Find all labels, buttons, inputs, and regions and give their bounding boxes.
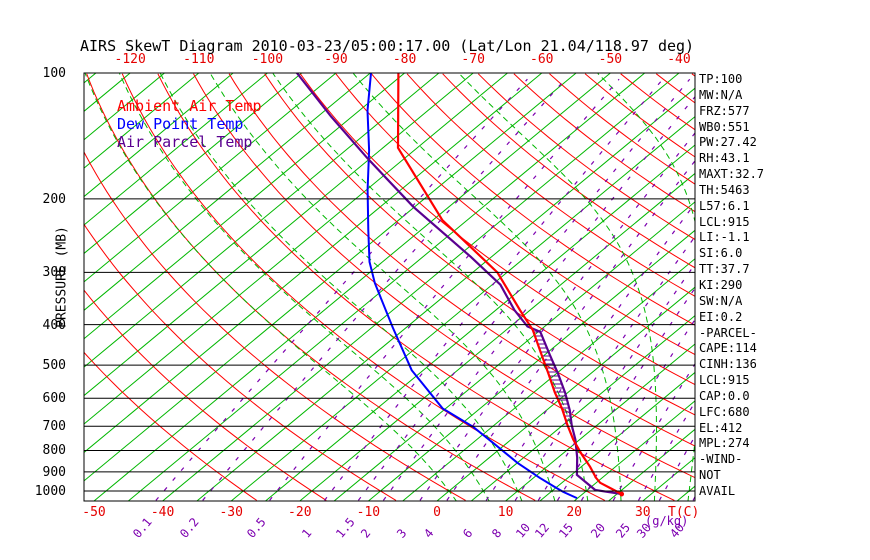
pressure-axis-label: PRESSURE (MB) [54,226,70,328]
stat-line: TT:37.7 [699,262,750,277]
stat-line: KI:290 [699,277,743,292]
stat-line: EI:0.2 [699,309,743,324]
pressure-tick: 400 [42,317,66,333]
pressure-tick: 300 [42,265,66,281]
bottom-temp-tick: -20 [288,505,312,520]
stat-line: FRZ:577 [699,103,750,118]
pressure-tick: 200 [42,191,66,207]
bottom-temp-tick: -50 [82,505,106,520]
top-temp-tick: -110 [183,52,215,67]
bottom-temp-tick: -10 [356,505,381,520]
stat-line: CAPE:114 [699,341,757,356]
bottom-temp-tick: -30 [219,505,243,520]
stat-line: WB0:551 [699,119,750,134]
legend-item: Air Parcel Temp [117,133,253,151]
plot-area [84,73,695,501]
temp-unit-label: T(C) [668,505,700,520]
stat-line: TH:5463 [699,182,750,197]
pressure-tick: 1000 [34,484,66,499]
top-temp-tick: -120 [114,52,146,67]
stat-line: LI:-1.1 [699,230,750,245]
stat-line: LCL:915 [699,214,750,229]
bottom-temp-tick: 20 [566,505,583,520]
stat-line: -PARCEL- [699,325,757,340]
stat-line: RH:43.1 [699,151,750,166]
stat-line: CINH:136 [699,357,757,372]
stats-panel: TP:100 MW:N/A FRZ:577 WB0:551 PW:27.42 RH:43.… [699,72,764,500]
pressure-tick: 600 [42,391,66,407]
stat-line: PW:27.42 [699,135,757,150]
bottom-temp-tick: -40 [150,505,175,520]
stat-line: SW:N/A [699,293,743,308]
pressure-tick: 700 [42,419,66,435]
pressure-tick: 800 [42,443,66,459]
stat-line: LFC:680 [699,404,750,419]
stat-line: MPL:274 [699,436,750,451]
top-temp-tick: -50 [598,52,623,67]
legend: Ambient Air Temp Dew Point Temp Air Parcel… [117,97,262,151]
pressure-tick: 100 [42,66,66,81]
stat-line: L57:6.1 [699,198,750,213]
stat-line: MW:N/A [699,87,743,102]
top-temp-tick: -40 [667,52,691,67]
stat-line: LCL:915 [699,373,750,388]
bottom-temp-tick: 0 [433,505,441,520]
page-title: AIRS SkewT Diagram 2010-03-23/05:00:17.0… [80,37,695,55]
mixing-unit-label: (g/kg) [645,514,689,528]
top-temp-tick: -60 [530,52,554,67]
bottom-temp-tick: 30 [634,505,651,520]
stat-line: -WIND- [699,452,743,467]
stat-line: TP:100 [699,72,743,86]
top-temp-tick: -90 [324,52,348,67]
stat-line: EL:412 [699,420,743,435]
pressure-tick: 900 [42,464,66,480]
top-temp-tick: -100 [251,52,284,67]
top-temp-tick: -70 [461,52,485,67]
stat-line: SI:6.0 [699,246,743,261]
stat-line: MAXT:32.7 [699,167,765,182]
pressure-tick: 500 [42,358,66,374]
stat-line: AVAIL [699,483,736,498]
legend-item: Dew Point Temp [117,115,244,133]
stat-line: NOT [699,468,721,483]
bottom-temp-tick: 10 [497,505,514,520]
legend-item: Ambient Air Temp [117,97,262,115]
stat-line: CAP:0.0 [699,388,750,403]
top-temp-tick: -80 [392,52,417,67]
